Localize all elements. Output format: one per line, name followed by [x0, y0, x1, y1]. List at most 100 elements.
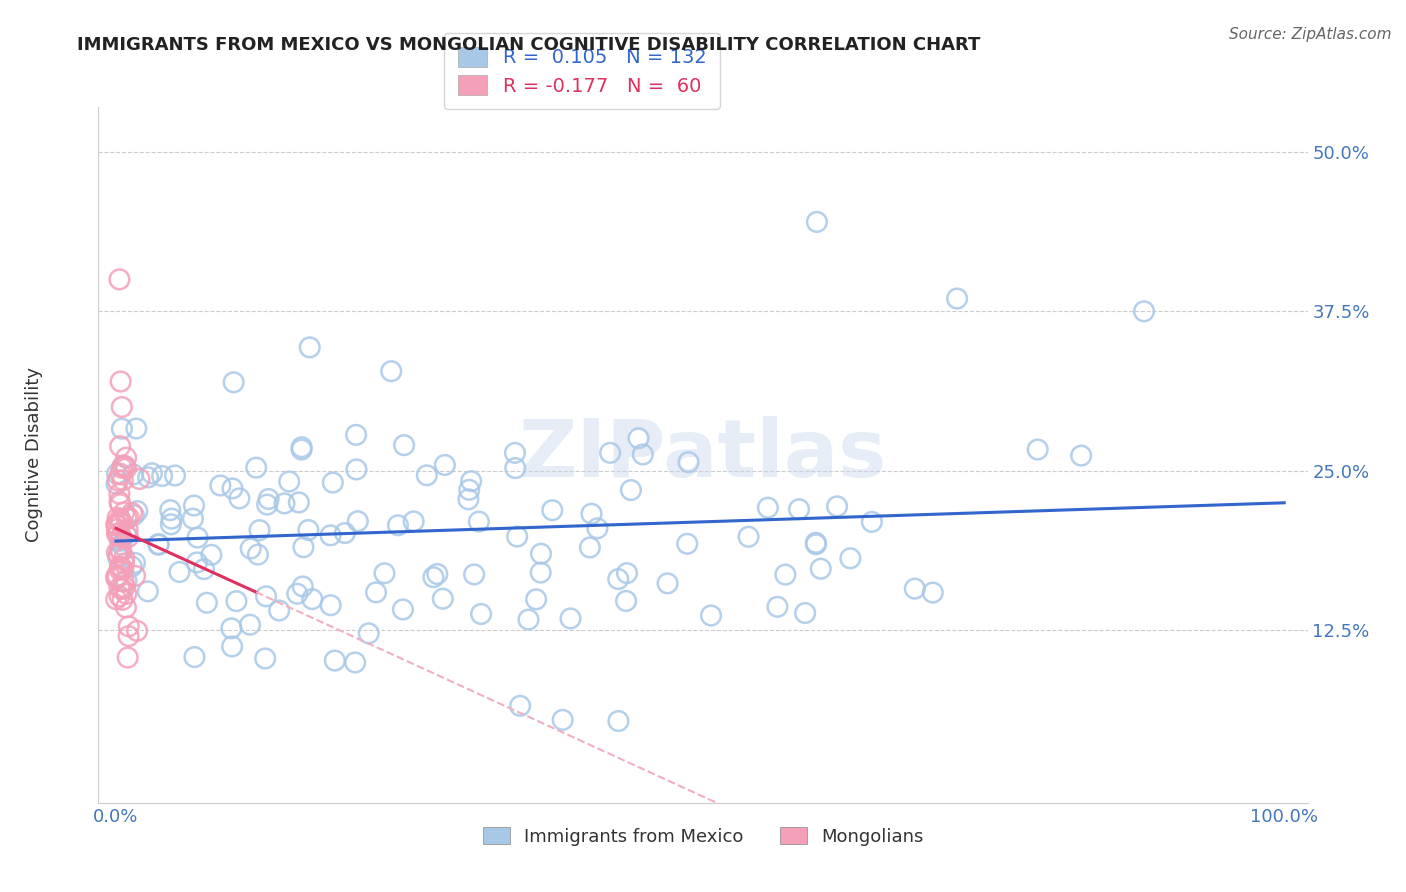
Point: [193, 562, 215, 576]
Point: [110, 516, 132, 531]
Point: [111, 473, 134, 487]
Point: [825, 500, 848, 514]
Point: [121, 506, 143, 520]
Point: [221, 482, 243, 496]
Point: [228, 491, 250, 506]
Point: [239, 617, 262, 632]
Point: [416, 468, 439, 483]
Point: [186, 556, 208, 570]
Point: [107, 569, 129, 583]
Point: [115, 600, 138, 615]
Point: [111, 592, 134, 607]
Point: [433, 458, 456, 472]
Point: [839, 551, 862, 566]
Point: [107, 550, 129, 565]
Point: [108, 559, 131, 574]
Point: [105, 476, 128, 491]
Text: IMMIGRANTS FROM MEXICO VS MONGOLIAN COGNITIVE DISABILITY CORRELATION CHART: IMMIGRANTS FROM MEXICO VS MONGOLIAN COGN…: [77, 36, 981, 54]
Point: [860, 515, 883, 529]
Point: [122, 508, 145, 523]
Point: [115, 461, 138, 475]
Point: [195, 596, 218, 610]
Point: [169, 565, 191, 579]
Point: [678, 455, 700, 469]
Point: [503, 461, 526, 475]
Point: [380, 364, 402, 378]
Point: [108, 563, 131, 577]
Point: [114, 580, 136, 594]
Point: [107, 511, 129, 525]
Point: [323, 654, 346, 668]
Point: [657, 576, 679, 591]
Point: [115, 450, 138, 465]
Point: [115, 587, 138, 601]
Point: [209, 478, 232, 492]
Point: [107, 548, 129, 562]
Point: [105, 545, 128, 559]
Point: [105, 569, 128, 583]
Point: [560, 611, 582, 625]
Point: [766, 599, 789, 614]
Point: [160, 511, 183, 525]
Point: [111, 400, 134, 414]
Point: [105, 467, 128, 481]
Point: [200, 548, 222, 562]
Point: [291, 579, 314, 593]
Point: [257, 491, 280, 506]
Point: [297, 523, 319, 537]
Point: [112, 557, 135, 571]
Point: [468, 515, 491, 529]
Point: [110, 530, 132, 544]
Point: [904, 582, 927, 596]
Point: [256, 498, 278, 512]
Point: [115, 527, 138, 541]
Point: [524, 592, 547, 607]
Point: [108, 581, 131, 595]
Point: [108, 589, 131, 603]
Point: [105, 592, 128, 607]
Point: [225, 594, 247, 608]
Point: [620, 483, 643, 497]
Point: [319, 528, 342, 542]
Point: [150, 469, 173, 483]
Point: [110, 545, 132, 559]
Point: [794, 606, 817, 620]
Point: [254, 651, 277, 665]
Text: Source: ZipAtlas.com: Source: ZipAtlas.com: [1229, 27, 1392, 42]
Point: [221, 621, 243, 635]
Point: [775, 567, 797, 582]
Point: [105, 571, 128, 585]
Point: [292, 541, 315, 555]
Point: [114, 458, 136, 473]
Point: [159, 503, 181, 517]
Text: ZIPatlas: ZIPatlas: [519, 416, 887, 494]
Point: [285, 587, 308, 601]
Point: [344, 656, 367, 670]
Point: [373, 566, 395, 581]
Point: [756, 500, 779, 515]
Point: [1070, 449, 1092, 463]
Point: [245, 460, 267, 475]
Point: [183, 650, 205, 665]
Point: [530, 566, 553, 580]
Point: [676, 537, 699, 551]
Point: [108, 542, 131, 557]
Point: [125, 624, 148, 638]
Point: [607, 572, 630, 586]
Point: [288, 495, 311, 509]
Point: [530, 547, 553, 561]
Point: [946, 292, 969, 306]
Point: [112, 505, 135, 519]
Point: [117, 650, 139, 665]
Point: [136, 470, 159, 484]
Point: [249, 523, 271, 537]
Point: [117, 629, 139, 643]
Point: [121, 559, 143, 574]
Point: [108, 533, 131, 548]
Point: [108, 487, 131, 501]
Point: [269, 603, 291, 617]
Point: [607, 714, 630, 728]
Point: [246, 548, 269, 562]
Point: [221, 640, 243, 654]
Point: [357, 626, 380, 640]
